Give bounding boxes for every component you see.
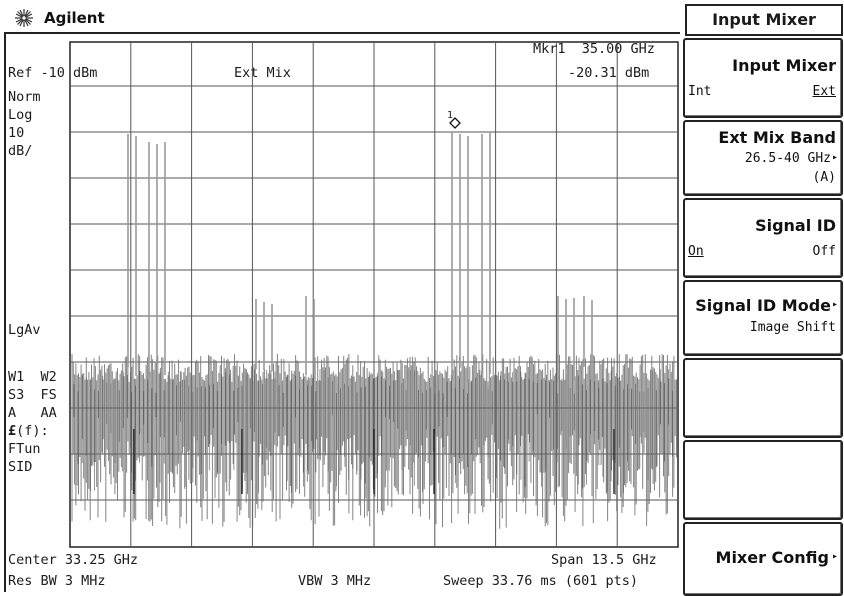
marker-number: 1	[447, 110, 454, 121]
vbw-label: VBW 3 MHz	[298, 573, 372, 589]
marker-diamond-icon	[449, 117, 461, 129]
detector-label: Norm	[8, 89, 41, 105]
status-line-2: S3 FS	[8, 387, 57, 403]
marker-readout: Mkr1 35.00 GHz	[533, 41, 655, 57]
ext-mix-band-label: Ext Mix Band	[718, 128, 836, 147]
ext-mix-band-letter: (A)	[812, 170, 836, 185]
signal-id-off-option: Off	[812, 244, 836, 259]
signal-id-label: Signal ID	[755, 216, 836, 235]
ext-mix-band-range: 26.5-40 GHz	[744, 151, 831, 166]
status-line-4-text: (f):	[16, 423, 49, 439]
scale-type-label: Log	[8, 107, 33, 123]
status-line-5: FTun	[8, 441, 41, 457]
averaging-label: LgAv	[8, 322, 41, 338]
submenu-arrow-icon: ▸	[831, 152, 838, 163]
signal-id-on-option: On	[688, 244, 704, 259]
input-mixer-label: Input Mixer	[732, 56, 836, 75]
scale-unit-label: dB/	[8, 143, 33, 159]
marker-amplitude: -20.31 dBm	[568, 65, 650, 81]
signal-id-softkey[interactable]: Signal ID On Off	[683, 198, 843, 278]
spectrum-plot	[69, 41, 679, 548]
spurious-signal-peaks	[127, 132, 593, 384]
input-mixer-int-option: Int	[688, 84, 712, 99]
menu-title: Input Mixer	[685, 4, 843, 36]
noise-floor-detail	[73, 369, 673, 494]
status-line-6: SID	[8, 459, 33, 475]
ref-level-label: Ref -10 dBm	[8, 65, 98, 81]
mixer-config-label: Mixer Config	[715, 548, 829, 567]
blank-softkey-6[interactable]	[683, 440, 843, 520]
submenu-arrow-icon: ▸	[831, 551, 838, 562]
span-label: Span 13.5 GHz	[551, 552, 657, 568]
spectrum-screen: Mkr1 35.00 GHz Ref -10 dBm Ext Mix -20.3…	[4, 34, 682, 592]
mixer-config-softkey[interactable]: Mixer Config ▸	[683, 522, 843, 596]
brand-name: Agilent	[44, 9, 105, 27]
signal-id-mode-label: Signal ID Mode	[695, 296, 831, 315]
sweep-label: Sweep 33.76 ms (601 pts)	[443, 573, 639, 589]
low-level-spikes	[133, 429, 615, 494]
status-line-1: W1 W2	[8, 369, 57, 385]
noise-floor-trace	[71, 354, 677, 529]
input-mixer-ext-option: Ext	[812, 84, 836, 99]
signal-id-mode-value: Image Shift	[749, 320, 836, 335]
mixer-mode-label: Ext Mix	[234, 65, 291, 81]
softkey-panel: Input Mixer Input Mixer Int Ext Ext Mix …	[681, 0, 844, 596]
scale-value-label: 10	[8, 125, 25, 141]
status-line-4: £(f):	[8, 424, 49, 439]
agilent-logo-icon	[15, 9, 33, 27]
title-bar: Agilent	[4, 4, 680, 34]
center-frequency: Center 33.25 GHz	[8, 552, 139, 568]
submenu-arrow-icon: ▸	[831, 299, 838, 310]
res-bw-label: Res BW 3 MHz	[8, 573, 106, 589]
blank-softkey-5[interactable]	[683, 358, 843, 438]
status-line-3: A AA	[8, 405, 57, 421]
signal-id-mode-softkey[interactable]: Signal ID Mode ▸ Image Shift	[683, 280, 843, 356]
status-line-4-symbol: £	[8, 423, 17, 439]
input-mixer-softkey[interactable]: Input Mixer Int Ext	[683, 38, 843, 118]
ext-mix-band-softkey[interactable]: Ext Mix Band 26.5-40 GHz ▸ (A)	[683, 120, 843, 196]
